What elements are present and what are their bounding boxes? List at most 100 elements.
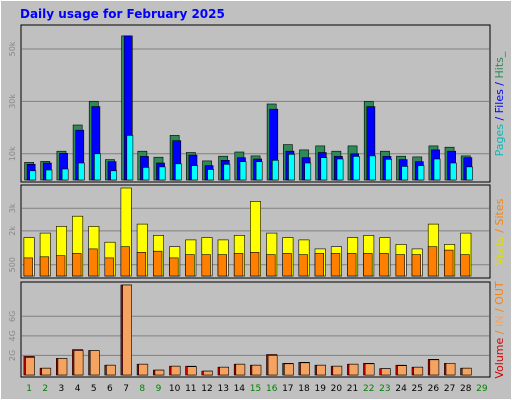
- legend-part: Hits_: [493, 51, 506, 78]
- bar-out-day-3: [57, 358, 68, 376]
- legend-part: IN: [493, 316, 506, 327]
- y-tick-label: 6G: [8, 311, 17, 322]
- x-tick-day-21: 21: [347, 384, 358, 394]
- bar-sites-day-23: [379, 253, 389, 277]
- x-tick-day-22: 22: [363, 384, 374, 394]
- bar-pages-day-1: [29, 170, 37, 181]
- y-tick-label: 10k: [8, 146, 17, 161]
- x-tick-day-1: 1: [26, 384, 32, 394]
- bar-out-day-13: [219, 366, 230, 376]
- legend-part: /: [493, 78, 506, 89]
- bar-pages-day-16: [271, 160, 279, 181]
- bar-out-day-19: [316, 364, 327, 376]
- x-tick-day-27: 27: [444, 384, 455, 394]
- bar-sites-day-4: [72, 253, 82, 277]
- x-tick-day-2: 2: [42, 384, 48, 394]
- bar-out-day-22: [364, 363, 375, 376]
- y-tick-label: 3k: [8, 203, 17, 213]
- bar-sites-day-15: [250, 252, 260, 277]
- legend-visits-sites: Visits / Sites: [493, 198, 506, 265]
- y-tick-label: 2k: [8, 226, 17, 236]
- x-tick-day-19: 19: [314, 384, 326, 394]
- bar-out-day-24: [397, 365, 407, 376]
- x-tick-day-9: 9: [156, 384, 162, 394]
- bar-pages-day-12: [207, 169, 215, 181]
- bar-out-day-4: [73, 350, 84, 376]
- y-tick-label: 30k: [8, 94, 17, 109]
- bar-pages-day-5: [94, 153, 101, 181]
- x-tick-day-6: 6: [107, 384, 113, 394]
- chart-title: Daily usage for February 2025: [20, 7, 225, 21]
- bar-out-day-20: [332, 365, 343, 376]
- bar-pages-day-15: [255, 161, 263, 181]
- bar-pages-day-20: [336, 158, 344, 181]
- bar-out-day-18: [300, 362, 310, 376]
- bar-sites-day-28: [460, 254, 470, 277]
- bar-out-day-17: [283, 363, 294, 376]
- bar-sites-day-8: [136, 252, 147, 277]
- bar-out-day-26: [429, 359, 440, 376]
- x-tick-day-18: 18: [298, 384, 310, 394]
- bar-out-day-6: [106, 364, 116, 376]
- bar-sites-day-25: [411, 254, 421, 277]
- bar-pages-day-19: [320, 157, 328, 181]
- bar-sites-day-10: [169, 257, 179, 277]
- legend-part: /: [493, 327, 506, 338]
- bar-out-day-11: [187, 366, 197, 376]
- y-tick-label: 500: [8, 257, 17, 272]
- bar-pages-day-24: [401, 166, 409, 181]
- y-tick-labels: 10k 30k 50k 500 2k 3k 2G 4G 6G: [8, 41, 17, 361]
- bar-sites-day-27: [444, 249, 454, 277]
- x-tick-day-16: 16: [266, 384, 278, 394]
- legend-part: Sites: [493, 198, 506, 225]
- x-tick-day-23: 23: [379, 384, 390, 394]
- bar-pages-day-2: [45, 169, 53, 181]
- legend-part: /: [493, 113, 506, 124]
- bar-pages-day-28: [466, 166, 473, 181]
- x-tick-day-25: 25: [411, 384, 422, 394]
- x-tick-day-13: 13: [217, 384, 228, 394]
- x-tick-day-8: 8: [139, 384, 145, 394]
- bar-sites-day-9: [153, 250, 163, 277]
- bar-out-day-25: [413, 366, 424, 376]
- bar-sites-day-6: [104, 257, 114, 277]
- legend-volume: Volume / IN / OUT: [493, 281, 506, 379]
- x-tick-day-11: 11: [185, 384, 196, 394]
- bar-pages-day-4: [78, 162, 85, 181]
- bar-out-day-16: [267, 355, 278, 376]
- bar-pages-day-9: [158, 166, 166, 181]
- bar-sites-day-3: [55, 255, 66, 277]
- bar-out-day-28: [461, 367, 472, 376]
- bar-out-day-5: [89, 350, 100, 376]
- x-tick-day-5: 5: [91, 384, 97, 394]
- bar-sites-day-13: [217, 254, 227, 277]
- x-tick-day-7: 7: [123, 384, 129, 394]
- bar-sites-day-1: [23, 257, 33, 277]
- x-tick-day-29: 29: [476, 384, 488, 394]
- bar-pages-day-17: [288, 154, 295, 181]
- bar-sites-day-2: [39, 256, 50, 277]
- legend-part: Pages: [493, 124, 506, 157]
- bar-sites-day-14: [233, 253, 244, 277]
- bar-sites-day-7: [120, 246, 130, 277]
- bar-pages-day-22: [369, 155, 376, 181]
- legend-part: OUT: [493, 281, 506, 305]
- bar-out-day-15: [251, 364, 262, 376]
- bar-sites-day-20: [330, 253, 341, 277]
- bar-sites-day-26: [427, 246, 438, 277]
- bar-sites-day-16: [266, 254, 276, 277]
- bar-sites-day-17: [282, 253, 292, 277]
- legend-hits-files-pages: Pages / Files / Hits_: [493, 51, 506, 156]
- y-tick-label: 2G: [8, 350, 17, 361]
- x-tick-day-3: 3: [59, 384, 65, 394]
- bar-out-day-12: [203, 370, 213, 376]
- bar-out-day-27: [445, 362, 456, 376]
- bar-sites-day-11: [185, 254, 195, 277]
- bar-pages-day-7: [126, 135, 134, 181]
- bar-sites-day-24: [395, 254, 405, 277]
- bar-sites-day-12: [201, 254, 211, 277]
- bar-marks: [23, 35, 473, 376]
- legend-part: /: [493, 305, 506, 316]
- bar-out-day-7: [122, 284, 132, 376]
- bar-sites-day-22: [363, 253, 373, 277]
